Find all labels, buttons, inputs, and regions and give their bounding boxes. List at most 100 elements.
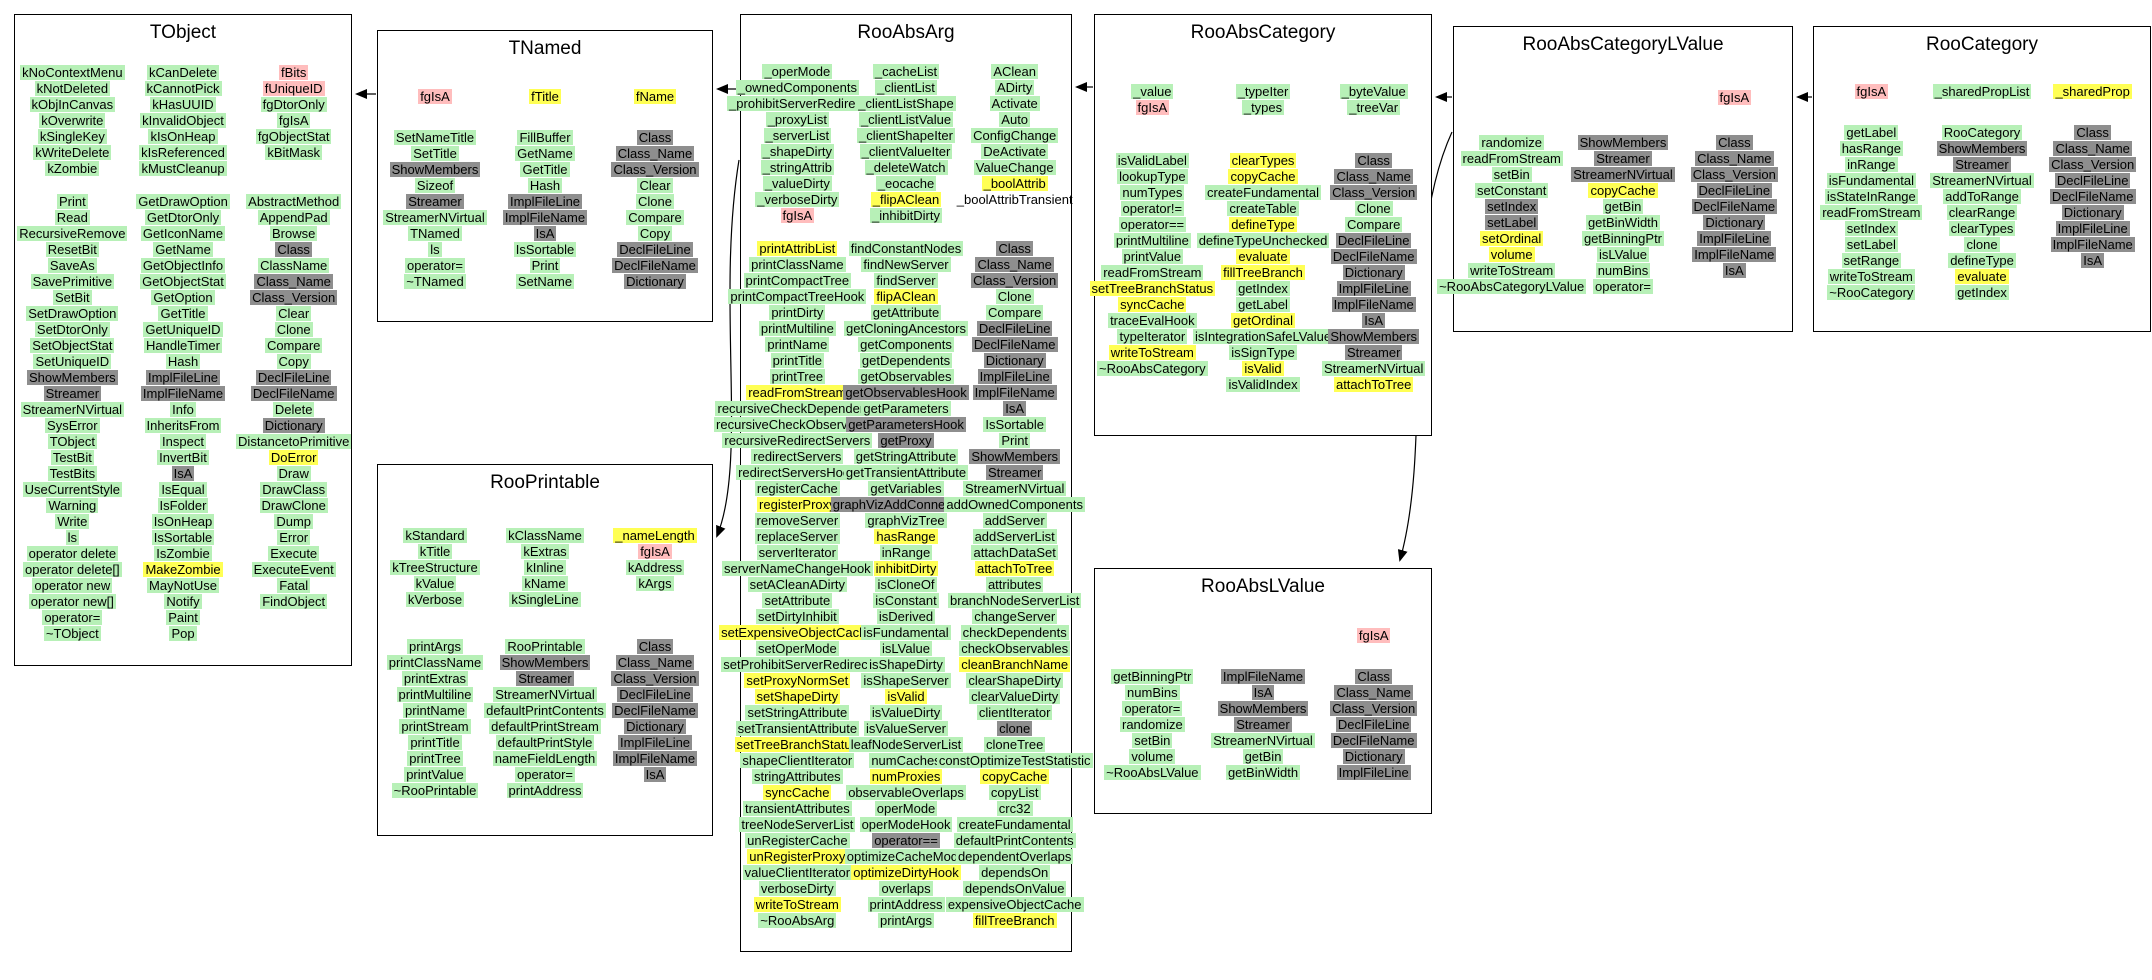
method-label[interactable]: operator==: [872, 832, 940, 848]
method-label[interactable]: DeclFileName: [250, 386, 337, 401]
RooAbsArg-method-registerProxy[interactable]: registerProxy: [757, 496, 838, 513]
RooAbsCategory-method-copyCache[interactable]: copyCache: [1228, 168, 1298, 185]
method-label[interactable]: Dictionary: [983, 352, 1046, 368]
method-label[interactable]: volume: [1129, 749, 1176, 765]
data-member-label[interactable]: kNotDeleted: [34, 81, 111, 96]
RooCategory-method-addToRange[interactable]: addToRange: [1943, 188, 2021, 205]
data-member-label[interactable]: _nameLength: [613, 528, 697, 544]
data-member-label[interactable]: kOverwrite: [39, 113, 106, 128]
data-member-label[interactable]: fTitle: [529, 89, 561, 104]
method-label[interactable]: ~RooAbsCategory: [1097, 360, 1208, 376]
method-label[interactable]: getLabel: [1236, 296, 1290, 312]
method-label[interactable]: StreamerNVirtual: [20, 402, 125, 417]
method-label[interactable]: GetObjectStat: [140, 274, 226, 289]
method-label[interactable]: StreamerNVirtual: [493, 686, 597, 702]
RooAbsArg-method-DeclFileLine[interactable]: DeclFileLine: [976, 320, 1053, 337]
RooAbsArg-data-member-_valueDirty[interactable]: _valueDirty: [762, 176, 832, 192]
method-label[interactable]: readFromStream: [1460, 151, 1563, 167]
method-label[interactable]: IsA: [1003, 400, 1027, 416]
method-label[interactable]: HandleTimer: [144, 338, 222, 353]
RooAbsArg-method-clone[interactable]: clone: [997, 720, 1033, 737]
method-label[interactable]: readFromStream: [746, 384, 849, 400]
RooAbsCategory-data-member-_byteValue[interactable]: _byteValue: [1339, 84, 1408, 100]
class-title-RooPrintable[interactable]: RooPrintable: [490, 472, 600, 493]
TObject-data-member-fgDtorOnly[interactable]: fgDtorOnly: [260, 97, 327, 113]
method-label[interactable]: cloneTree: [984, 736, 1046, 752]
TObject-method-Info[interactable]: Info: [170, 402, 196, 418]
method-label[interactable]: ~TNamed: [404, 274, 466, 289]
method-label[interactable]: DeclFileName: [612, 702, 698, 718]
method-label[interactable]: recursiveCheckDependents: [715, 400, 880, 416]
method-label[interactable]: printStream: [399, 718, 471, 734]
data-member-label[interactable]: _flipAClean: [870, 192, 942, 208]
method-label[interactable]: getParameters: [861, 400, 951, 416]
TObject-method-Warning[interactable]: Warning: [46, 498, 99, 514]
TObject-method-DrawClone[interactable]: DrawClone: [259, 498, 328, 514]
method-label[interactable]: inRange: [879, 544, 933, 560]
data-member-label[interactable]: kZombie: [45, 161, 100, 176]
TObject-data-member-kInvalidObject[interactable]: kInvalidObject: [140, 113, 226, 129]
method-label[interactable]: writeToStream: [1468, 263, 1556, 279]
method-label[interactable]: printClassName: [386, 654, 484, 670]
method-label[interactable]: DeclFileName: [2049, 188, 2136, 204]
method-label[interactable]: ExecuteEvent: [251, 562, 336, 577]
method-label[interactable]: SysError: [45, 418, 100, 433]
RooAbsLValue-method-StreamerNVirtual[interactable]: StreamerNVirtual: [1211, 733, 1315, 749]
method-label[interactable]: Print: [56, 194, 88, 209]
method-label[interactable]: InvertBit: [157, 450, 209, 465]
TNamed-method-Clone[interactable]: Clone: [636, 194, 674, 210]
data-member-label[interactable]: kCanDelete: [147, 65, 219, 80]
method-label[interactable]: GetDrawOption: [136, 194, 230, 209]
method-label[interactable]: DeclFileLine: [617, 686, 693, 702]
method-label[interactable]: printArgs: [406, 638, 464, 654]
RooAbsLValue-method-ShowMembers[interactable]: ShowMembers: [1217, 701, 1309, 717]
RooAbsArg-method-ImplFileLine[interactable]: ImplFileLine: [977, 368, 1052, 385]
method-label[interactable]: ImplFileName: [2050, 236, 2135, 252]
method-label[interactable]: setProxyNormSet: [744, 672, 851, 688]
method-label[interactable]: Streamer: [1234, 717, 1292, 733]
method-label[interactable]: ShowMembers: [1936, 140, 2028, 156]
method-label[interactable]: GetName: [153, 242, 213, 257]
method-label[interactable]: printClassName: [749, 256, 846, 272]
data-member-label[interactable]: _clientListShape: [856, 96, 956, 112]
TObject-method-DeclFileName[interactable]: DeclFileName: [250, 386, 337, 402]
RooAbsArg-method-observableOverlaps[interactable]: observableOverlaps: [846, 784, 966, 801]
RooCategory-method-setRange[interactable]: setRange: [1841, 252, 1902, 269]
method-label[interactable]: ~RooPrintable: [391, 782, 479, 798]
TObject-method-operator new[][interactable]: operator new[]: [28, 594, 116, 610]
data-member-label[interactable]: kName: [522, 576, 568, 592]
method-label[interactable]: ImplFileLine: [145, 370, 221, 385]
data-member-label[interactable]: ValueChange: [973, 160, 1056, 176]
TObject-method-Read[interactable]: Read: [54, 210, 90, 226]
method-label[interactable]: RecursiveRemove: [17, 226, 128, 241]
RooCategory-method-StreamerNVirtual[interactable]: StreamerNVirtual: [1930, 172, 2034, 189]
TNamed-method-SetName[interactable]: SetName: [515, 274, 575, 290]
method-label[interactable]: ImplFileLine: [1697, 231, 1772, 247]
RooAbsArg-data-member-_clientList[interactable]: _clientList: [875, 80, 937, 96]
TObject-method-Delete[interactable]: Delete: [272, 402, 315, 418]
method-label[interactable]: Warning: [46, 498, 99, 513]
data-member-label[interactable]: kWriteDelete: [33, 145, 112, 160]
TObject-method-IsOnHeap[interactable]: IsOnHeap: [151, 514, 215, 530]
RooCategory-method-getLabel[interactable]: getLabel: [1844, 124, 1899, 141]
RooAbsArg-method-stringAttributes[interactable]: stringAttributes: [751, 768, 843, 785]
data-member-label[interactable]: DeActivate: [981, 144, 1049, 160]
data-member-label[interactable]: _cacheList: [872, 64, 940, 80]
method-label[interactable]: IsA: [533, 226, 557, 241]
TObject-method-TestBit[interactable]: TestBit: [50, 450, 94, 466]
RooAbsLValue-method-~RooAbsLValue[interactable]: ~RooAbsLValue: [1104, 765, 1201, 781]
RooCategory-method-Class[interactable]: Class: [2074, 124, 2111, 141]
data-member-label[interactable]: kNoContextMenu: [20, 65, 125, 80]
method-label[interactable]: SetName: [515, 274, 575, 289]
method-label[interactable]: Clone: [636, 194, 674, 209]
method-label[interactable]: getParametersHook: [846, 416, 966, 432]
method-label[interactable]: Class_Name: [2053, 140, 2132, 156]
data-member-label[interactable]: fgObjectStat: [255, 129, 332, 144]
method-label[interactable]: numTypes: [1120, 184, 1185, 200]
method-label[interactable]: Fatal: [277, 578, 311, 593]
method-label[interactable]: getIndex: [1955, 284, 2009, 300]
method-label[interactable]: IsA: [1722, 263, 1746, 279]
method-label[interactable]: printCompactTree: [743, 272, 852, 288]
method-label[interactable]: setOrdinal: [1480, 231, 1544, 247]
method-label[interactable]: Class_Name: [615, 146, 695, 161]
